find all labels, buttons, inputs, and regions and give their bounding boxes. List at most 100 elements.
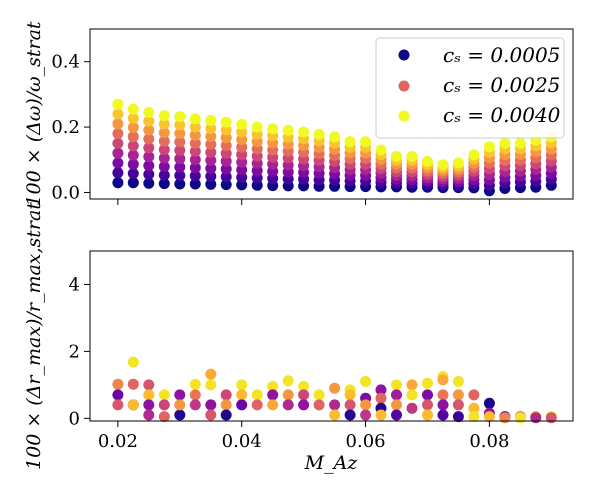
bottom-point (437, 409, 449, 421)
bottom-point (189, 399, 201, 411)
top-point (437, 159, 449, 171)
top-point (112, 157, 124, 169)
bottom-point (282, 375, 294, 387)
bottom-panel: 0 2 4 0.02 0.04 0.06 0.08 100 × (Δr_max)/r_ma… (23, 202, 574, 474)
top-point (143, 177, 155, 189)
bottom-point (236, 389, 248, 401)
top-point (189, 145, 201, 157)
bottom-y-axis: 0 2 4 (69, 274, 90, 429)
top-point (468, 149, 480, 161)
top-point (174, 153, 186, 165)
bottom-point (174, 389, 186, 401)
bottom-point (329, 409, 341, 421)
top-point (236, 149, 248, 161)
top-point (251, 121, 263, 133)
bottom-point (452, 411, 464, 423)
top-point (360, 136, 372, 148)
top-point (127, 122, 139, 133)
top-point (127, 112, 139, 124)
top-point (220, 163, 232, 175)
bottom-point (143, 389, 155, 401)
top-point (298, 126, 310, 138)
bottom-point (344, 409, 356, 421)
bottom-point (545, 412, 557, 424)
top-point (205, 123, 217, 134)
top-point (174, 161, 186, 173)
top-point (143, 106, 155, 118)
top-point (236, 171, 248, 183)
top-point (375, 144, 387, 156)
bottom-point (406, 389, 418, 401)
legend-label-3: cₛ = 0.0040 (443, 103, 561, 127)
bottom-point (112, 389, 124, 401)
top-point (220, 171, 232, 183)
top-point (205, 138, 217, 150)
x-axis-label: M_Az (304, 452, 359, 474)
top-point (143, 124, 155, 136)
bottom-point (220, 389, 232, 401)
bottom-point (267, 399, 279, 411)
top-point (236, 134, 248, 146)
top-y-axis-label: 100 × (Δω)/ω_strat (23, 21, 45, 206)
bottom-point (360, 376, 372, 387)
legend-label-1: cₛ = 0.0005 (443, 43, 560, 67)
top-point (127, 140, 139, 152)
top-point (174, 128, 186, 139)
bottom-point (127, 378, 139, 390)
top-point (220, 124, 232, 136)
bottom-point (344, 399, 356, 411)
top-y-tick-label: 0.4 (51, 52, 80, 73)
top-point (189, 129, 201, 141)
bottom-point (282, 389, 294, 401)
bottom-point (437, 389, 449, 401)
bottom-y-tick-label: 4 (69, 274, 80, 295)
top-point (189, 162, 201, 174)
top-point (406, 151, 418, 162)
legend-marker-2 (398, 80, 410, 92)
top-point (158, 169, 170, 181)
bottom-point (127, 399, 139, 411)
top-point (344, 136, 356, 148)
top-point (112, 118, 124, 130)
bottom-x-tick-label: 0.04 (222, 431, 262, 452)
top-x-ticks (117, 199, 490, 205)
bottom-point (406, 402, 418, 414)
bottom-point (174, 399, 186, 411)
bottom-point (360, 409, 372, 421)
top-point (220, 155, 232, 167)
bottom-point (452, 389, 464, 401)
bottom-x-tick-label: 0.08 (469, 431, 509, 452)
bottom-point (174, 409, 186, 421)
top-point (499, 137, 511, 149)
bottom-point (422, 409, 433, 421)
bottom-point (220, 409, 232, 421)
bottom-point (127, 356, 139, 368)
top-y-axis: 0.0 0.2 0.4 (51, 52, 90, 203)
top-point (267, 123, 279, 135)
top-point (220, 147, 232, 159)
bottom-point (437, 399, 449, 411)
top-point (143, 160, 155, 172)
bottom-point (391, 409, 402, 421)
bottom-frame (89, 250, 574, 422)
top-point (174, 119, 186, 131)
bottom-point (205, 368, 217, 380)
top-point (174, 170, 186, 181)
top-point (158, 118, 170, 130)
bottom-point (483, 397, 495, 409)
bottom-point (437, 374, 449, 386)
top-point (127, 149, 139, 161)
top-point (112, 108, 124, 120)
top-point (143, 142, 155, 154)
top-point (158, 135, 170, 147)
bottom-point (422, 377, 433, 389)
top-y-tick-label: 0.0 (51, 182, 80, 203)
top-point (158, 161, 170, 173)
top-point (205, 170, 217, 182)
top-point (313, 128, 325, 140)
bottom-point (158, 411, 170, 423)
bottom-point (205, 399, 217, 411)
top-panel: cₛ = 0.0005 cₛ = 0.0025 cₛ = 0.0040 0.00… (23, 21, 574, 207)
bottom-point (298, 389, 310, 401)
